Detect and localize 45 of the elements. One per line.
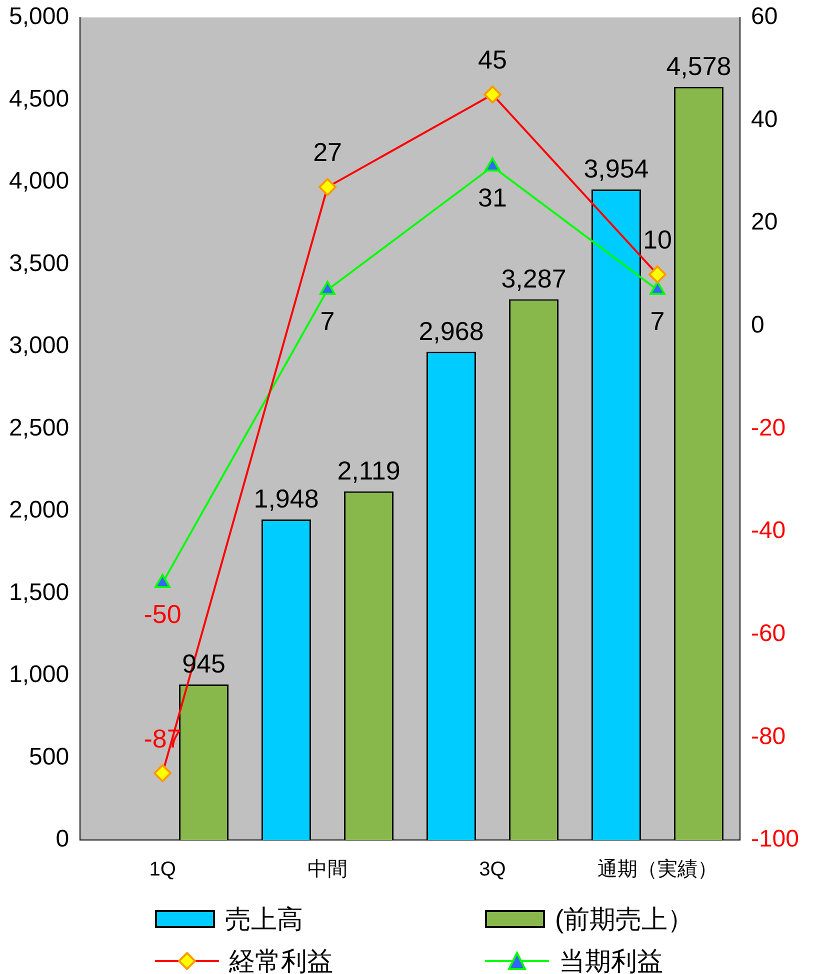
y2-tick-label: 40 xyxy=(750,106,778,133)
data-label: 3,954 xyxy=(584,154,649,184)
y2-tick-label: -100 xyxy=(750,826,800,853)
y-tick-label: 2,500 xyxy=(8,414,70,442)
y2-tick-label: -40 xyxy=(750,517,786,544)
y-tick-label: 1,500 xyxy=(8,578,70,606)
y2-tick-label: 0 xyxy=(750,312,764,338)
y-tick-label: 500 xyxy=(29,743,70,770)
x-tick-label: 3Q xyxy=(479,858,506,881)
legend-label: 当期利益 xyxy=(559,944,663,974)
data-label: 2,119 xyxy=(337,456,400,486)
y-tick-label: 0 xyxy=(56,826,70,853)
legend-label: 経常利益 xyxy=(229,944,333,974)
data-label: 3,287 xyxy=(501,263,566,294)
x-tick-label: 通期（実績） xyxy=(597,858,718,881)
data-label: -50 xyxy=(144,599,182,630)
data-label: 4,578 xyxy=(666,51,732,81)
data-label: 1,948 xyxy=(254,484,319,514)
y2-tick-label: 60 xyxy=(750,3,778,30)
data-label: 7 xyxy=(320,306,335,336)
point xyxy=(320,280,336,295)
legend-label: (前期売上） xyxy=(555,902,694,936)
y-tick-label: 5,000 xyxy=(8,3,70,30)
data-label: 10 xyxy=(643,224,672,255)
data-label: 31 xyxy=(478,182,507,213)
point xyxy=(154,574,170,588)
y2-tick-label: -20 xyxy=(750,414,786,442)
data-label: 27 xyxy=(313,137,342,168)
data-label: 2,968 xyxy=(418,316,484,346)
y-tick-label: 3,500 xyxy=(8,250,70,277)
x-tick-label: 1Q xyxy=(149,858,176,881)
y-tick-label: 4,000 xyxy=(8,168,70,195)
y-tick-label: 1,000 xyxy=(8,661,70,688)
data-label: 45 xyxy=(478,44,507,75)
legend-label: 売上高 xyxy=(225,902,303,936)
data-label: 7 xyxy=(650,306,665,336)
y-tick-label: 4,500 xyxy=(8,85,70,112)
point xyxy=(650,280,666,295)
y2-tick-label: -80 xyxy=(750,722,786,750)
y-tick-label: 3,000 xyxy=(8,332,70,360)
x-tick-label: 中間 xyxy=(308,858,348,881)
y2-tick-label: -60 xyxy=(750,620,786,647)
point xyxy=(484,157,500,172)
y2-tick-label: 20 xyxy=(750,208,778,236)
y-tick-label: 2,000 xyxy=(8,496,70,524)
